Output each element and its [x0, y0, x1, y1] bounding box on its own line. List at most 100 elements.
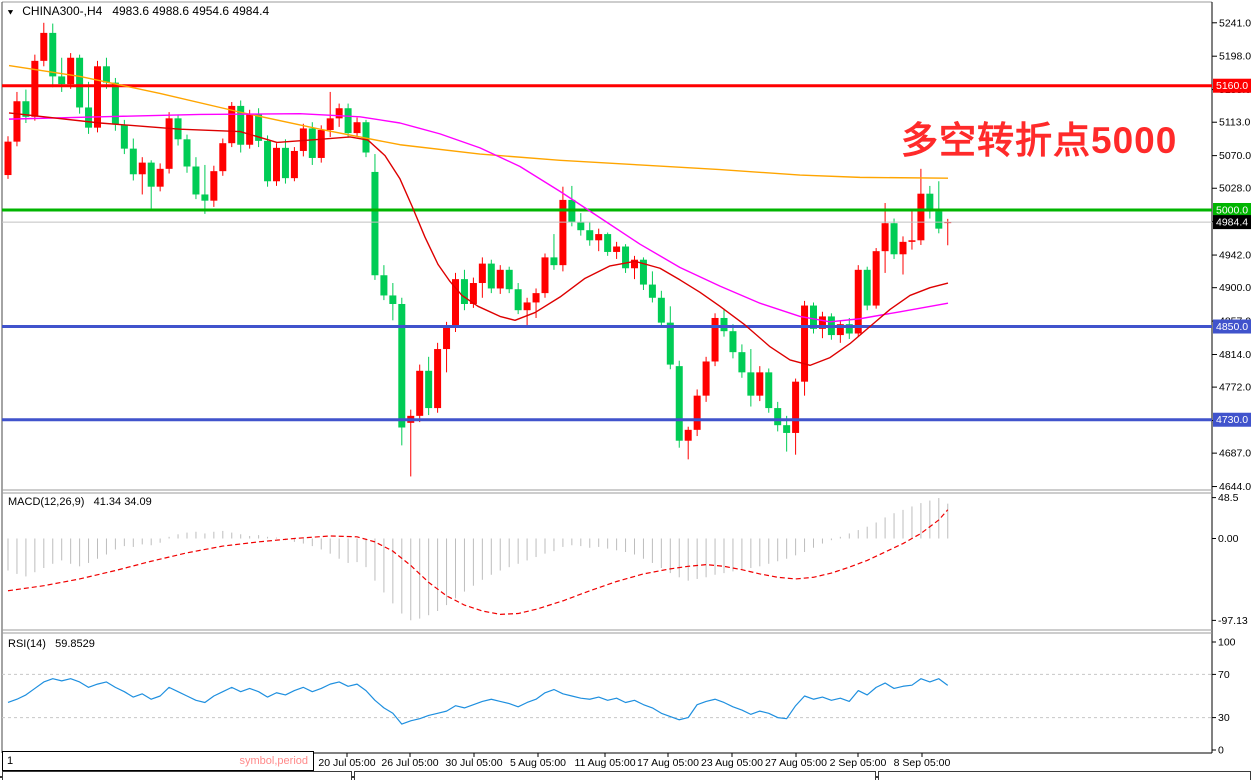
macd-axis-label: -97.13 — [1218, 615, 1248, 627]
candle-body — [4, 141, 12, 176]
price-badge-label: 5000.0 — [1216, 205, 1248, 217]
candle-body — [586, 230, 594, 241]
candle-body — [648, 284, 656, 298]
candle-body — [22, 101, 30, 117]
candle-body — [613, 246, 621, 252]
candle-body — [246, 113, 254, 145]
candle-body — [138, 162, 146, 175]
rsi-axis-label: 100 — [1218, 637, 1236, 649]
candle-body — [505, 269, 513, 290]
macd-axis-label: 0.00 — [1218, 533, 1239, 545]
candle-body — [631, 259, 638, 269]
price-badge-label: 4730.0 — [1216, 414, 1248, 426]
time-axis-label: 23 Aug 05:00 — [701, 757, 763, 769]
symbol-period-label: CHINA300-,H4 — [22, 4, 103, 18]
candle-body — [595, 234, 603, 241]
candle-body — [639, 259, 647, 285]
candle-body — [872, 251, 880, 306]
candle-body — [792, 381, 800, 433]
candle-body — [577, 222, 585, 231]
price-badge — [1213, 215, 1251, 230]
ma-slow-line — [8, 64, 949, 179]
candle-body — [156, 168, 164, 187]
time-axis-label: 17 Aug 05:00 — [637, 757, 699, 769]
candle-body — [398, 303, 406, 428]
candle-body — [210, 171, 218, 201]
candle-body — [881, 223, 889, 252]
candle-body — [425, 370, 433, 409]
candle-body — [738, 352, 746, 373]
rsi-axis-label: 0 — [1218, 745, 1224, 757]
candle-body — [299, 128, 307, 151]
candle-body — [49, 32, 57, 77]
candle-body — [684, 429, 692, 441]
price-axis-label: 4900.0 — [1219, 282, 1251, 294]
candle-body — [478, 263, 486, 284]
candle-body — [747, 372, 755, 396]
candle-body — [452, 279, 459, 328]
rsi-values: 59.8529 — [55, 638, 95, 650]
candle-body — [756, 372, 764, 396]
candle-body — [219, 143, 227, 172]
candle-body — [783, 425, 791, 433]
candle-body — [460, 279, 468, 304]
candle-body — [863, 269, 871, 306]
candle-body — [111, 82, 119, 125]
candle-body — [523, 302, 531, 311]
candle-body — [935, 211, 943, 229]
time-axis-label: 27 Aug 05:00 — [765, 757, 827, 769]
candle-body — [845, 324, 853, 334]
candle-body — [765, 372, 773, 409]
price-axis-label: 5113.0 — [1219, 117, 1250, 129]
macd-indicator-label: MACD(12,26,9) 41.34 34.09 — [8, 496, 152, 508]
time-axis-label: 8 Sep 05:00 — [894, 757, 951, 769]
candle-body — [147, 162, 155, 187]
candle-body — [657, 297, 665, 323]
price-badge-label: 4850.0 — [1216, 321, 1248, 333]
candle-body — [604, 234, 612, 252]
price-axis-label: 5241.0 — [1219, 17, 1251, 29]
price-axis-label: 4644.0 — [1219, 481, 1251, 493]
candle-body — [818, 316, 826, 329]
time-axis-label: 2 Sep 05:00 — [830, 757, 887, 769]
candle-body — [541, 257, 549, 294]
candle-body — [228, 105, 236, 144]
macd-axis-label: 48.5 — [1218, 492, 1239, 504]
price-axis-label: 4687.0 — [1219, 448, 1251, 460]
rsi-indicator-label: RSI(14) 59.8529 — [8, 638, 95, 650]
price-badge — [1213, 319, 1251, 334]
macd-signal-line — [7, 509, 949, 615]
status-bar-segment — [2, 771, 352, 780]
candle-body — [487, 263, 495, 289]
candle-body — [273, 147, 280, 182]
annotation-text: 多空转折点5000 — [901, 120, 1178, 161]
candle-body — [13, 101, 21, 142]
candle-body — [308, 128, 316, 158]
price-axis-label: 4814.0 — [1219, 349, 1251, 361]
price-axis-label: 5070.0 — [1219, 150, 1251, 162]
candle-body — [40, 32, 48, 61]
candle-body — [514, 289, 522, 311]
candle-body — [389, 295, 397, 304]
candle-body — [532, 293, 540, 303]
fast-navigation-box[interactable]: 1 symbol,period — [2, 751, 314, 771]
candle-body — [416, 370, 424, 416]
candle-body — [720, 317, 728, 332]
candle-body — [201, 194, 209, 201]
candle-body — [702, 361, 710, 396]
candle-body — [192, 166, 200, 195]
candle-body — [899, 241, 907, 255]
page-number: 1 — [7, 755, 14, 767]
candle-body — [371, 171, 379, 276]
navigation-placeholder: symbol,period — [239, 755, 308, 767]
price-axis-label: 4942.0 — [1219, 250, 1251, 262]
candle-body — [926, 193, 934, 212]
candle-body — [120, 124, 128, 149]
price-badge — [1213, 203, 1251, 217]
price-axis-label: 5028.0 — [1219, 183, 1251, 195]
candle-body — [890, 223, 898, 255]
rsi-line — [7, 678, 949, 725]
chart-menu-arrow-icon[interactable]: ▼ — [6, 7, 15, 17]
